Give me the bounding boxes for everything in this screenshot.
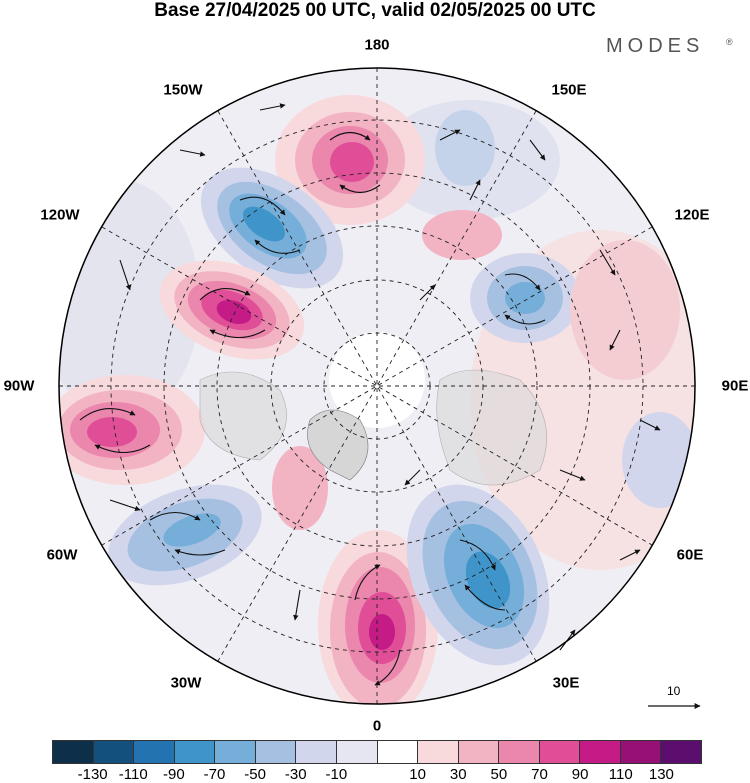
label-90w: 90W — [3, 377, 35, 395]
colorbar-tick-label: -30 — [284, 766, 307, 783]
colorbar-tick-label: -10 — [325, 766, 348, 783]
siberia-land — [436, 369, 547, 486]
positive-anomaly-greenland — [272, 446, 328, 530]
colorbar-swatch — [296, 741, 337, 763]
colorbar-swatch — [93, 741, 135, 763]
positive-anomaly-north-pacific — [275, 95, 425, 225]
positive-anomaly-canada — [159, 260, 305, 360]
label-60w: 60W — [46, 546, 78, 564]
wind-vectors — [79, 103, 661, 686]
colorbar-tick-label: 110 — [608, 766, 633, 783]
canada-archipelago-land — [199, 371, 287, 461]
colorbar-tick-label: 30 — [449, 766, 467, 783]
map-title: Base 27/04/2025 00 UTC, valid 02/05/2025… — [154, 0, 596, 21]
colorbar-swatch — [174, 741, 216, 763]
label-30e: 30E — [552, 674, 580, 692]
colorbar-tick-label: 90 — [571, 766, 589, 783]
label-180: 180 — [364, 36, 390, 54]
colorbar-swatch — [418, 741, 459, 763]
greenland-land — [307, 409, 369, 481]
colorbar-swatch — [539, 741, 581, 763]
label-120w: 120W — [40, 206, 80, 224]
modes-logo: MODES — [606, 35, 705, 57]
positive-anomaly-hudson — [59, 375, 205, 485]
colorbar-tick-label: 70 — [531, 766, 548, 783]
label-0: 0 — [372, 717, 382, 735]
label-150w: 150W — [163, 81, 203, 99]
colorbar-swatch — [215, 741, 256, 763]
colorbar-tick-label: 10 — [409, 766, 426, 783]
colorbar-tick-label: -90 — [163, 766, 185, 783]
colorbar — [52, 740, 702, 764]
colorbar-tick-label: -70 — [203, 766, 226, 783]
colorbar-tick-label: -130 — [77, 766, 108, 783]
label-150e: 150E — [551, 81, 587, 99]
label-60e: 60E — [676, 546, 704, 564]
colorbar-swatch — [580, 741, 621, 763]
colorbar-tick-label: -110 — [118, 766, 148, 783]
colorbar-swatch — [134, 741, 175, 763]
colorbar-swatch — [377, 741, 419, 763]
reference-vector-label: 10 — [667, 684, 681, 698]
colorbar-tick-label: 130 — [648, 766, 674, 783]
negative-anomaly-kamchatka — [435, 110, 495, 186]
negative-anomaly-siberia — [470, 253, 580, 343]
positive-anomaly-central-asia — [570, 240, 680, 380]
graticule — [59, 68, 695, 704]
label-120e: 120E — [674, 206, 710, 224]
colorbar-swatch — [336, 741, 378, 763]
colorbar-swatch — [255, 741, 297, 763]
registered-mark: ® — [726, 37, 733, 47]
positive-anomaly-east-siberia — [422, 210, 502, 260]
negative-anomaly-europe — [406, 484, 550, 666]
colorbar-swatch — [661, 741, 701, 763]
label-90e: 90E — [721, 377, 749, 395]
anomaly-field — [59, 68, 695, 704]
colorbar-tick-label: 50 — [490, 766, 508, 783]
colorbar-swatch — [458, 741, 500, 763]
negative-anomaly-atlantic-west — [108, 484, 262, 586]
label-30w: 30W — [170, 674, 202, 692]
colorbar-swatch — [499, 741, 540, 763]
colorbar-swatch — [53, 741, 94, 763]
colorbar-tick-label: -50 — [244, 766, 266, 783]
map-boundary — [58, 67, 696, 705]
colorbar-swatch — [620, 741, 662, 763]
positive-anomaly-greenwich — [318, 530, 438, 704]
